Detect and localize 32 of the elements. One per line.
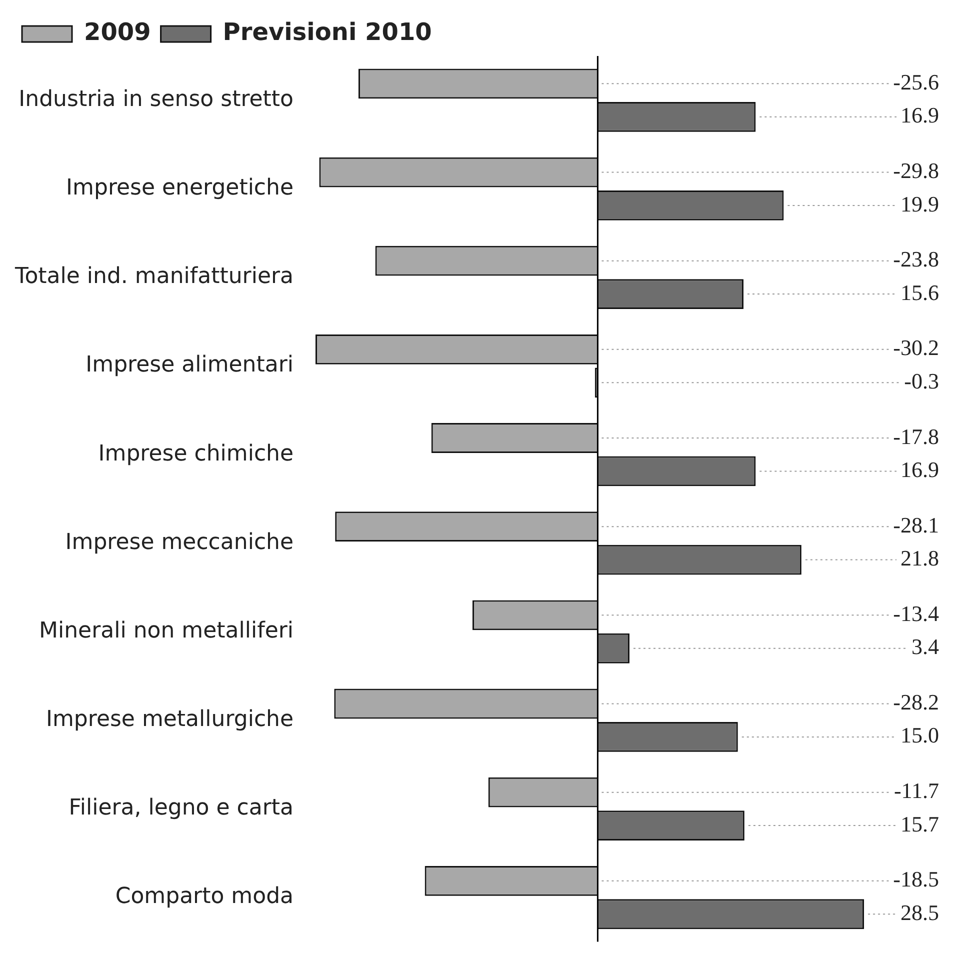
data-label: -25.6 — [893, 69, 939, 94]
data-label: 21.8 — [900, 546, 939, 571]
data-label: 15.7 — [900, 811, 939, 836]
data-label: -23.8 — [893, 246, 939, 272]
data-label: 15.6 — [900, 280, 939, 305]
data-label: -13.4 — [893, 600, 939, 626]
y-tick-label: Imprese chimiche — [98, 441, 294, 466]
y-tick-label: Minerali non metalliferi — [39, 618, 294, 644]
data-label: -18.5 — [893, 866, 939, 892]
y-tick-label: Totale ind. manifatturiera — [14, 264, 294, 290]
data-label: -11.7 — [894, 778, 939, 804]
data-label: 16.9 — [900, 457, 939, 482]
y-tick-label: Imprese alimentari — [86, 352, 294, 378]
legend-label: 2009 — [84, 18, 151, 46]
data-label: -30.2 — [893, 335, 939, 360]
data-label: 3.4 — [912, 634, 939, 660]
y-tick-label: Comparto moda — [115, 884, 294, 910]
data-label: 19.9 — [900, 191, 939, 216]
y-tick-label: Imprese energetiche — [66, 176, 294, 201]
data-label: -28.2 — [893, 690, 939, 715]
y-tick-label: Imprese meccaniche — [65, 530, 294, 555]
data-label: -28.1 — [893, 512, 939, 538]
y-tick-label: Imprese metallurgiche — [46, 707, 294, 732]
legend-label: Previsioni 2010 — [222, 18, 432, 46]
y-tick-label: Industria in senso stretto — [18, 87, 294, 112]
data-label: 15.0 — [900, 722, 939, 748]
data-label: 28.5 — [900, 900, 939, 925]
data-label: -0.3 — [904, 368, 939, 394]
data-label: 16.9 — [900, 102, 939, 128]
data-label: -29.8 — [893, 158, 939, 184]
y-tick-label: Filiera, legno e carta — [68, 796, 294, 821]
data-label: -17.8 — [893, 424, 939, 449]
